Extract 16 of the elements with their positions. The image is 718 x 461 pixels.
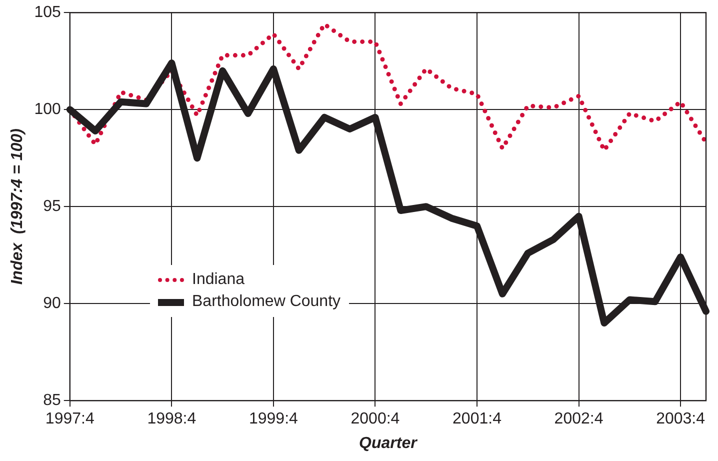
y-tick-label: 95 [43,198,61,216]
x-tick-label: 2001:4 [452,410,502,428]
y-axis-title: Index (1997:4 = 100) [9,128,26,285]
y-tick-label: 100 [34,101,61,118]
x-tick-label: 1999:4 [248,410,298,428]
x-tick-label: 2002:4 [554,410,604,428]
x-tick-label: 2000:4 [350,410,400,428]
x-tick-label: 1998:4 [147,410,196,428]
x-tick-label: 1997:4 [45,410,94,428]
legend-label: Indiana [192,271,244,289]
y-tick-label: 90 [43,295,61,312]
y-tick-label: 105 [34,4,61,22]
y-tick-label: 85 [43,392,61,410]
x-tick-label: 2003:4 [656,410,706,428]
legend-label: Bartholomew County [192,293,341,311]
x-axis-title: Quarter [359,434,418,452]
